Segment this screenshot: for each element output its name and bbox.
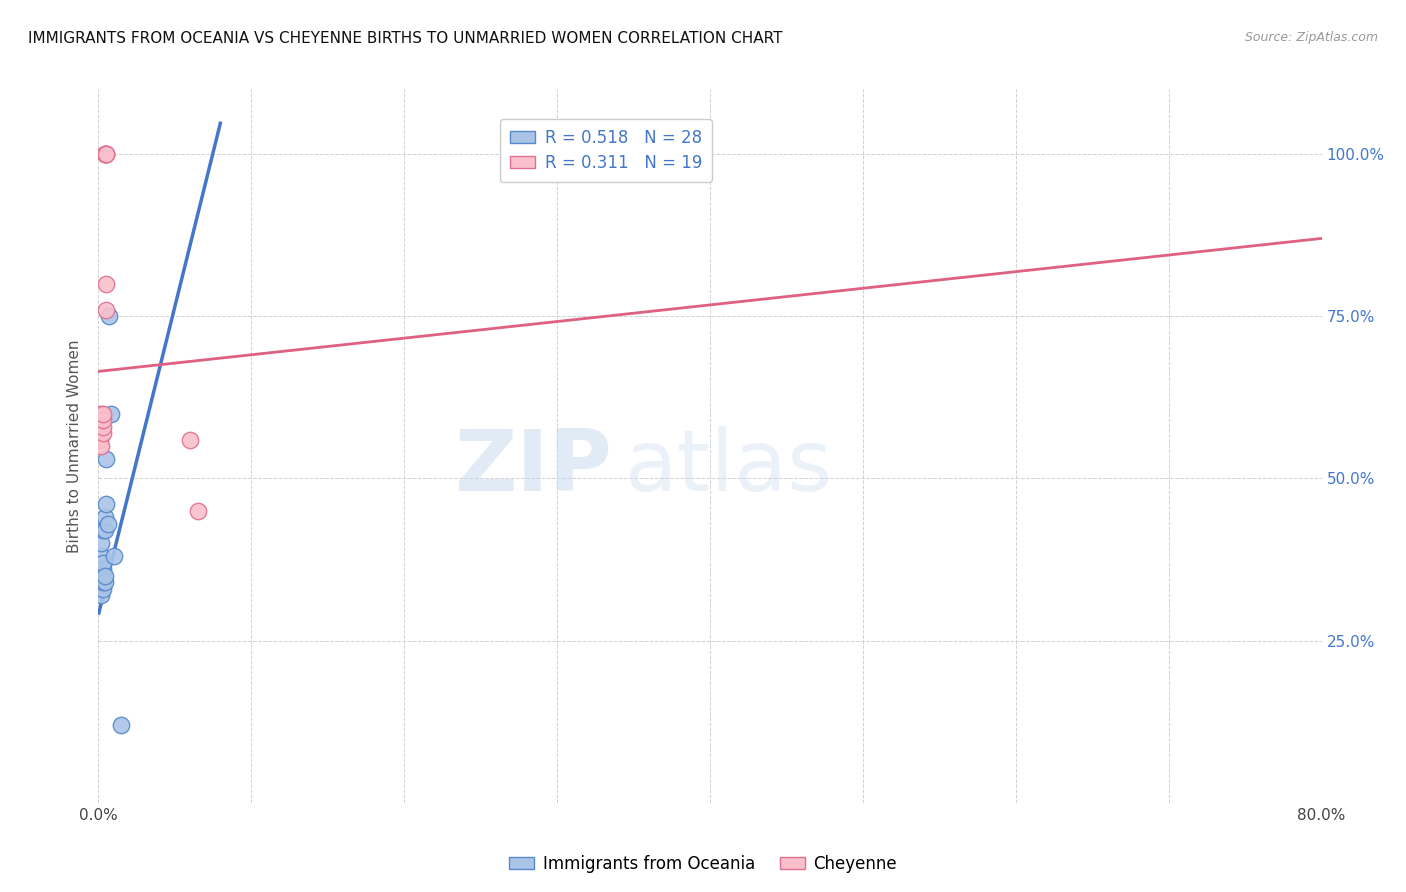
Point: [110, 718, 132, 732]
Point: [91, 419, 114, 434]
Point: [89, 433, 111, 447]
Point: [97, 516, 120, 531]
Legend: Immigrants from Oceania, Cheyenne: Immigrants from Oceania, Cheyenne: [502, 848, 904, 880]
Point: [91, 407, 114, 421]
Point: [87, 413, 110, 427]
Point: [93, 510, 115, 524]
Point: [89, 582, 111, 596]
Point: [98, 310, 121, 324]
Point: [94, 147, 117, 161]
Text: ZIP: ZIP: [454, 425, 612, 509]
Text: Source: ZipAtlas.com: Source: ZipAtlas.com: [1244, 31, 1378, 45]
Point: [90, 536, 112, 550]
Y-axis label: Births to Unmarried Women: Births to Unmarried Women: [67, 339, 83, 553]
Point: [91, 562, 114, 576]
Point: [90, 407, 112, 421]
Point: [89, 568, 111, 582]
Point: [89, 413, 111, 427]
Point: [103, 549, 125, 564]
Point: [93, 147, 115, 161]
Point: [91, 568, 114, 582]
Point: [89, 562, 111, 576]
Point: [91, 556, 114, 570]
Point: [94, 147, 117, 161]
Point: [94, 147, 117, 161]
Point: [87, 578, 110, 592]
Point: [94, 497, 117, 511]
Text: IMMIGRANTS FROM OCEANIA VS CHEYENNE BIRTHS TO UNMARRIED WOMEN CORRELATION CHART: IMMIGRANTS FROM OCEANIA VS CHEYENNE BIRT…: [28, 31, 783, 46]
Legend: R = 0.518   N = 28, R = 0.311   N = 19: R = 0.518 N = 28, R = 0.311 N = 19: [501, 119, 713, 182]
Point: [91, 582, 114, 596]
Point: [90, 549, 112, 564]
Point: [94, 277, 117, 291]
Point: [94, 452, 117, 467]
Point: [179, 433, 201, 447]
Point: [91, 425, 114, 440]
Point: [89, 575, 111, 590]
Point: [91, 413, 114, 427]
Point: [90, 439, 112, 453]
Text: atlas: atlas: [624, 425, 832, 509]
Point: [93, 147, 115, 161]
Point: [90, 588, 112, 602]
Point: [87, 425, 110, 440]
Point: [90, 575, 112, 590]
Point: [93, 568, 115, 582]
Point: [94, 302, 117, 317]
Point: [90, 568, 112, 582]
Point: [100, 407, 122, 421]
Point: [91, 575, 114, 590]
Point: [91, 524, 114, 538]
Point: [93, 524, 115, 538]
Point: [87, 568, 110, 582]
Point: [93, 575, 115, 590]
Point: [187, 504, 209, 518]
